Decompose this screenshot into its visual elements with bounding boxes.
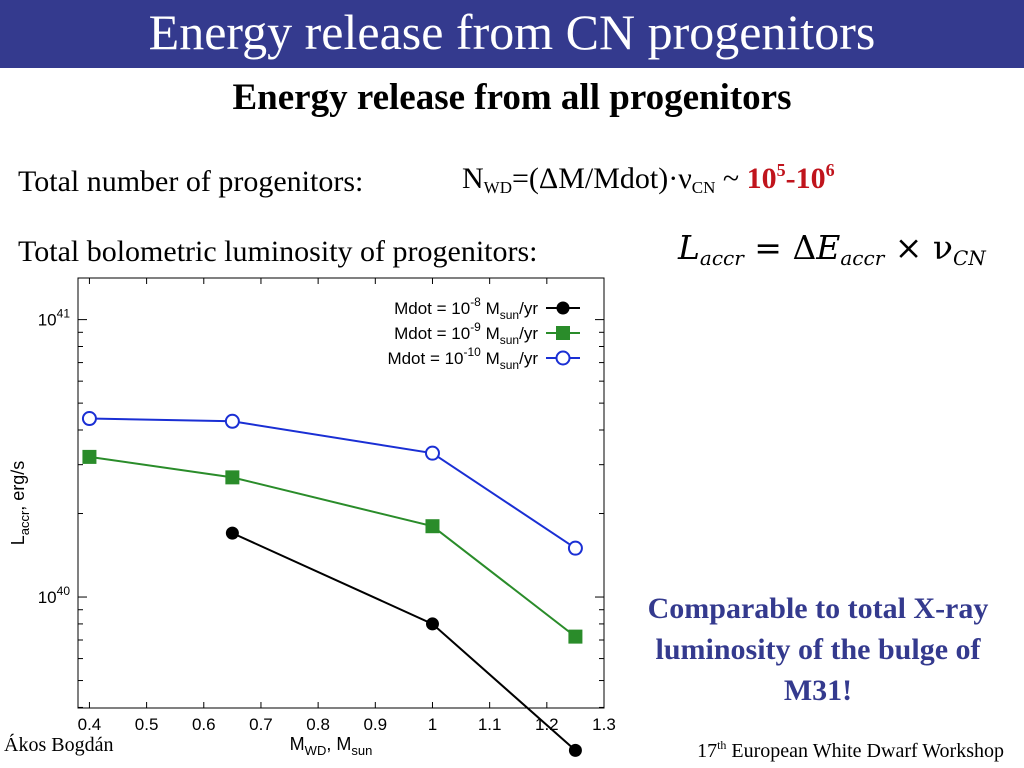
eq-equals-delta: = Δ [743, 228, 817, 267]
formula-n: N [462, 162, 484, 195]
legend-label: Mdot = 10-8 Msun/yr [394, 295, 538, 322]
x-tick-label: 0.5 [135, 715, 159, 734]
data-point [224, 413, 240, 429]
title-bar: Energy release from CN progenitors [0, 0, 1024, 68]
slide-subtitle: Energy release from all progenitors [232, 77, 792, 118]
legend-marker [555, 350, 571, 366]
x-tick-label: 0.7 [249, 715, 273, 734]
y-tick-label: 1041 [38, 307, 71, 330]
range-dash: -10 [785, 162, 826, 195]
legend-label: Mdot = 10-10 Msun/yr [387, 345, 538, 372]
formula-cn-subscript: CN [691, 178, 716, 197]
eq-e-subscript: accr [840, 246, 885, 270]
luminosity-label: Total bolometric luminosity of progenito… [18, 235, 538, 268]
x-axis-ticks: 0.4 0.5 0.6 0.7 0.8 0.9 1 1.1 1.2 1.3 [78, 278, 616, 734]
legend-marker [556, 301, 570, 315]
formula-tilde: ~ [715, 162, 747, 195]
progenitor-range: 105-106 [746, 160, 835, 195]
data-point [425, 519, 440, 534]
data-point [225, 526, 239, 540]
plot-frame [77, 277, 605, 709]
footer-event: 17th European White Dwarf Workshop [697, 732, 1004, 764]
legend-label: Mdot = 10-9 Msun/yr [394, 320, 538, 347]
formula-wd-subscript: WD [483, 178, 512, 197]
data-point [425, 617, 439, 631]
eq-l-subscript: accr [699, 246, 744, 270]
range-a: 10 [746, 162, 777, 195]
x-tick-label: 0.6 [192, 715, 216, 734]
comparison-note: Comparable to total X-ray luminosity of … [647, 592, 989, 707]
series-line-2 [89, 455, 577, 638]
eq-l: L [678, 228, 700, 267]
y-axis-label: Laccr, erg/s [8, 461, 32, 546]
data-point [567, 540, 583, 556]
series-layer [81, 411, 583, 757]
y-axis-ticks: 1041 1040 [38, 307, 604, 708]
x-tick-label: 0.8 [306, 715, 330, 734]
series-line-3 [89, 417, 576, 550]
x-tick-label: 1.3 [592, 715, 616, 734]
range-b-exponent: 6 [825, 160, 835, 180]
luminosity-equation: Laccr = ΔEaccr × νCN [678, 228, 986, 278]
slide-title: Energy release from CN progenitors [148, 4, 876, 60]
footer-event-ordinal: th [717, 738, 727, 752]
eq-e: E [816, 228, 841, 267]
data-point [568, 743, 582, 757]
eq-times-nu: × ν [884, 228, 953, 267]
data-point [424, 445, 440, 461]
footer-author: Ákos Bogdán [4, 734, 114, 756]
data-point [82, 449, 97, 464]
formula-mid: =(ΔM/Mdot)·ν [512, 162, 692, 195]
footer-event-number: 17 [697, 740, 718, 762]
footer-event-name: European White Dwarf Workshop [726, 740, 1004, 762]
x-tick-label: 1.1 [478, 715, 502, 734]
progenitor-count-formula: NWD=(ΔM/Mdot)·νCN ~ 105-106 [462, 152, 835, 206]
y-tick-label: 1040 [38, 584, 71, 607]
data-point [568, 629, 583, 644]
x-tick-label: 1 [428, 715, 437, 734]
x-axis-label: MWD, Msun [290, 734, 373, 758]
range-a-exponent: 5 [776, 160, 786, 180]
x-tick-label: 0.4 [78, 715, 102, 734]
legend-marker [556, 326, 570, 340]
series-line-1 [231, 532, 577, 752]
progenitor-count-label: Total number of progenitors: [18, 165, 364, 198]
data-point [81, 411, 97, 427]
data-point [225, 470, 240, 485]
eq-nu-subscript: CN [952, 246, 986, 270]
x-tick-label: 0.9 [363, 715, 387, 734]
